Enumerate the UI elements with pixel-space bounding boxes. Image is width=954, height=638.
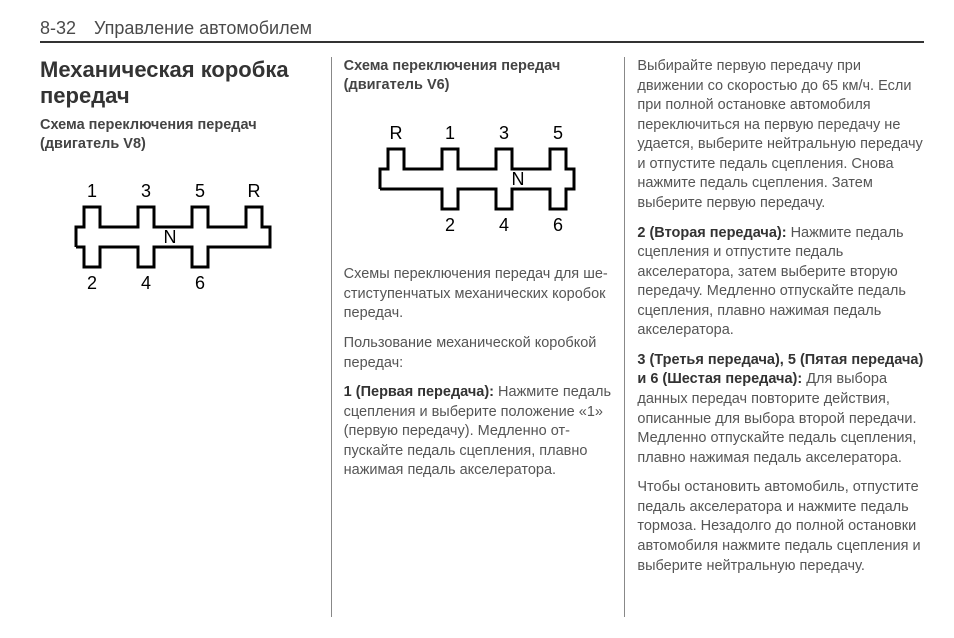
column-3: Выбирайте первую передачу при движении с…	[625, 57, 924, 617]
svg-text:5: 5	[553, 123, 563, 143]
svg-text:3: 3	[499, 123, 509, 143]
svg-text:5: 5	[195, 181, 205, 201]
page-number: 8-32	[40, 18, 76, 39]
svg-text:6: 6	[553, 215, 563, 235]
page-header: 8-32 Управление автомобилем	[40, 18, 924, 43]
col3-paragraph-3: 3 (Третья передача), 5 (Пятая пере­дача)…	[637, 351, 924, 468]
svg-text:3: 3	[141, 181, 151, 201]
gear-diagram-v8: 1 3 5 R 2 4 6 N	[46, 163, 319, 310]
main-heading: Механическая коробка передач	[40, 57, 319, 110]
gear-2-text: Нажмите педаль сцепления и отпустите пед…	[637, 225, 906, 339]
gear-diagram-v6: R 1 3 5 2 4 6 N	[350, 105, 613, 252]
svg-text:N: N	[511, 169, 524, 189]
svg-text:1: 1	[445, 123, 455, 143]
svg-text:6: 6	[195, 273, 205, 293]
col3-paragraph-4: Чтобы остановить автомобиль, отпу­стите …	[637, 478, 924, 576]
svg-text:2: 2	[445, 215, 455, 235]
subheading-v8: Схема переключения передач (двигатель V8…	[40, 116, 319, 154]
svg-text:1: 1	[87, 181, 97, 201]
svg-text:N: N	[164, 227, 177, 247]
svg-text:2: 2	[87, 273, 97, 293]
col3-paragraph-1: Выбирайте первую передачу при движении с…	[637, 57, 924, 214]
col2-paragraph-1: Схемы переключения передач для ше­стисту…	[344, 265, 613, 324]
col2-paragraph-3: 1 (Первая передача): Нажмите педаль сцеп…	[344, 383, 613, 481]
gear-1-label: 1 (Первая передача):	[344, 384, 494, 400]
page-title: Управление автомобилем	[94, 18, 312, 39]
gear-diagram-v8-svg: 1 3 5 R 2 4 6 N	[46, 163, 286, 303]
subheading-v6: Схема переключения передач (двигатель V6…	[344, 57, 613, 95]
column-1: Механическая коробка передач Схема перек…	[40, 57, 331, 617]
page: 8-32 Управление автомобилем Механическая…	[0, 0, 954, 638]
column-2: Схема переключения передач (двигатель V6…	[331, 57, 626, 617]
col2-paragraph-2: Пользование механической коробкой переда…	[344, 334, 613, 373]
svg-text:4: 4	[499, 215, 509, 235]
svg-text:R: R	[389, 123, 402, 143]
columns-container: Механическая коробка передач Схема перек…	[40, 57, 924, 617]
svg-text:R: R	[248, 181, 261, 201]
col3-paragraph-2: 2 (Вторая передача): Нажмите педаль сцеп…	[637, 224, 924, 341]
svg-text:4: 4	[141, 273, 151, 293]
gear-diagram-v6-svg: R 1 3 5 2 4 6 N	[350, 105, 590, 245]
gear-2-label: 2 (Вторая передача):	[637, 225, 786, 241]
